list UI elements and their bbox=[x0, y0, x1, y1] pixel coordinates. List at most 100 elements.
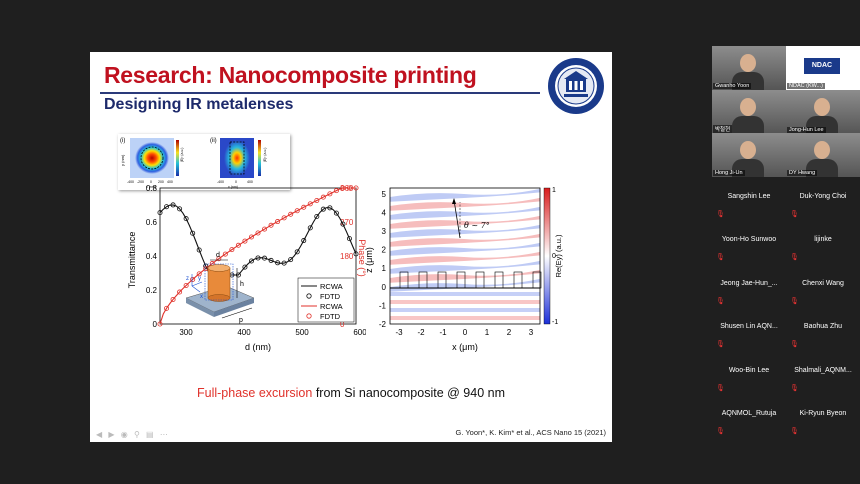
participant-tile[interactable]: Ki-Ryun Byeon 🎙 bbox=[786, 394, 860, 438]
participant-name: AQNMOL_Rutuja bbox=[721, 410, 777, 417]
right-plot-y-tick: -2 bbox=[379, 320, 387, 329]
inset-tick: -200 bbox=[137, 180, 144, 184]
participant-tile[interactable]: Jong-Hun Lee bbox=[786, 89, 860, 134]
fdtd-transmittance-point bbox=[196, 247, 202, 253]
participant-tile[interactable]: Sangshin Lee 🎙 bbox=[712, 176, 786, 221]
left-y-tick: 0.4 bbox=[146, 252, 158, 261]
muted-mic-icon: 🎙 bbox=[716, 384, 725, 392]
slide-nav-controls[interactable]: ◀ ▶ ◉ ⚲ ▤ ⋯ bbox=[96, 430, 170, 439]
inset-tick: 0 bbox=[150, 180, 152, 184]
muted-mic-icon: 🎙 bbox=[716, 210, 725, 218]
fdtd-transmittance-point bbox=[294, 249, 300, 255]
left-y-tick: 0.6 bbox=[146, 218, 158, 227]
fdtd-phase-point bbox=[170, 296, 176, 302]
right-plot-y-tick: 0 bbox=[382, 283, 387, 292]
participant-tile[interactable]: NDAC NDAC (KW...) bbox=[786, 46, 860, 90]
cbar-max-label: 1 bbox=[552, 187, 556, 194]
fdtd-transmittance-point bbox=[242, 264, 248, 270]
fdtd-transmittance-point bbox=[183, 216, 189, 222]
inset-x-label-ii: x (nm) bbox=[228, 185, 238, 189]
right-plot-x-label: x (μm) bbox=[452, 342, 478, 352]
inset-tick: 200 bbox=[158, 180, 164, 184]
phase-fdtd-points bbox=[157, 185, 359, 327]
right-plot-y-tick: 1 bbox=[382, 264, 387, 273]
fdtd-phase-point bbox=[255, 230, 261, 236]
caption-rest: from Si nanocomposite @ 940 nm bbox=[312, 386, 505, 400]
participant-name: Shusen Lin AQN... bbox=[720, 323, 778, 330]
fdtd-transmittance-point bbox=[340, 221, 346, 227]
participant-tile[interactable]: lijinke 🎙 bbox=[786, 220, 860, 264]
title-rule bbox=[100, 92, 540, 94]
left-y-tick: 0 bbox=[153, 320, 158, 329]
participant-tile[interactable]: Shusen Lin AQN... 🎙 bbox=[712, 307, 786, 351]
participant-tile[interactable]: DY Hwang bbox=[786, 133, 860, 177]
legend-fdtd-black: FDTD bbox=[320, 292, 341, 301]
participant-tile[interactable]: Baohua Zhu 🎙 bbox=[786, 307, 860, 351]
fdtd-transmittance-point bbox=[307, 225, 313, 231]
slide-title: Research: Nanocomposite printing bbox=[104, 62, 477, 88]
participant-name: Baohua Zhu bbox=[803, 323, 843, 330]
right-plot-y-tick: -1 bbox=[379, 301, 387, 310]
fdtd-transmittance-point bbox=[353, 251, 359, 257]
fdtd-transmittance-point bbox=[346, 236, 352, 242]
cbar-title: Re(Ey) (a.u.) bbox=[554, 234, 563, 277]
participant-name: Jeong Jae-Hun_... bbox=[720, 279, 778, 287]
slide-citation: G. Yoon*, K. Kim* et al., ACS Nano 15 (2… bbox=[455, 428, 606, 437]
fdtd-transmittance-point bbox=[190, 230, 196, 236]
caption-highlight: Full-phase excursion bbox=[197, 386, 313, 400]
participant-tile[interactable]: Duk-Yong Choi 🎙 bbox=[786, 176, 860, 221]
theta-annotation: θ ~ 7° bbox=[464, 221, 490, 230]
inset-x-label-i: x (nm) bbox=[146, 185, 156, 189]
fdtd-phase-point bbox=[262, 226, 268, 232]
participant-tile[interactable]: Jeong Jae-Hun_... 🎙 bbox=[712, 263, 786, 308]
fdtd-phase-point bbox=[242, 238, 248, 244]
participant-tile[interactable]: Shalmali_AQNM... 🎙 bbox=[786, 350, 860, 395]
participant-name: Chenxi Wang bbox=[802, 279, 844, 287]
fdtd-transmittance-point bbox=[235, 272, 241, 278]
left-x-tick: 300 bbox=[179, 328, 193, 337]
schematic-h-label: h bbox=[240, 281, 244, 288]
deflection-arrow bbox=[453, 199, 461, 239]
fdtd-phase-point bbox=[164, 305, 170, 311]
participant-name: Duk-Yong Choi bbox=[799, 192, 847, 200]
muted-mic-icon: 🎙 bbox=[716, 341, 725, 348]
participant-tile[interactable]: 박철현 bbox=[712, 89, 786, 134]
panel-ii-label: (ii) bbox=[210, 138, 217, 144]
participant-tile[interactable]: Gwanho Yoon bbox=[712, 46, 786, 90]
participant-name: Sangshin Lee bbox=[727, 192, 771, 200]
fdtd-phase-point bbox=[301, 204, 307, 210]
participant-tile[interactable]: Hong Ji-Un bbox=[712, 133, 786, 177]
inset-tick: -400 bbox=[217, 180, 224, 184]
inset-tick: 0 bbox=[235, 180, 237, 184]
right-plot-x-tick: -1 bbox=[439, 328, 447, 337]
fdtd-phase-point bbox=[183, 282, 189, 288]
fdtd-phase-point bbox=[294, 208, 300, 214]
fdtd-transmittance-point bbox=[288, 257, 294, 263]
participant-tile[interactable]: Woo-Bin Lee 🎙 bbox=[712, 350, 786, 395]
fdtd-transmittance-point bbox=[164, 204, 170, 210]
participant-name: Gwanho Yoon bbox=[713, 83, 752, 89]
fdtd-transmittance-point bbox=[157, 210, 163, 216]
participant-tile[interactable]: Yoon-Ho Sunwoo 🎙 bbox=[712, 220, 786, 264]
fdtd-phase-point bbox=[268, 222, 274, 228]
right-y-tick: 270 bbox=[340, 218, 354, 227]
inset-tick: 400 bbox=[247, 180, 253, 184]
right-plot-y-tick: 3 bbox=[382, 227, 387, 236]
participant-name: Yoon-Ho Sunwoo bbox=[721, 236, 777, 243]
presentation-slide: Research: Nanocomposite printing Designi… bbox=[90, 52, 612, 442]
field-map-inset: (i) y (nm) |E|² (a.u.) -400 -200 0 200 4… bbox=[118, 134, 290, 190]
fdtd-transmittance-point bbox=[255, 255, 261, 261]
fdtd-phase-point bbox=[275, 219, 281, 225]
inset-cbar-label-i: |E|² (a.u.) bbox=[180, 148, 184, 162]
fdtd-phase-point bbox=[346, 185, 352, 191]
muted-mic-icon: 🎙 bbox=[790, 254, 799, 261]
fdtd-phase-point bbox=[177, 289, 183, 295]
left-x-tick: 600 bbox=[353, 328, 366, 337]
participant-tile[interactable]: Chenxi Wang 🎙 bbox=[786, 263, 860, 308]
fdtd-transmittance-point bbox=[170, 202, 176, 208]
participant-tile[interactable]: AQNMOL_Rutuja 🎙 bbox=[712, 394, 786, 438]
fdtd-transmittance-point bbox=[327, 205, 333, 211]
right-plot-y-tick: 4 bbox=[382, 208, 387, 217]
axis-x-label: x bbox=[200, 294, 203, 300]
fdtd-phase-point bbox=[190, 276, 196, 282]
